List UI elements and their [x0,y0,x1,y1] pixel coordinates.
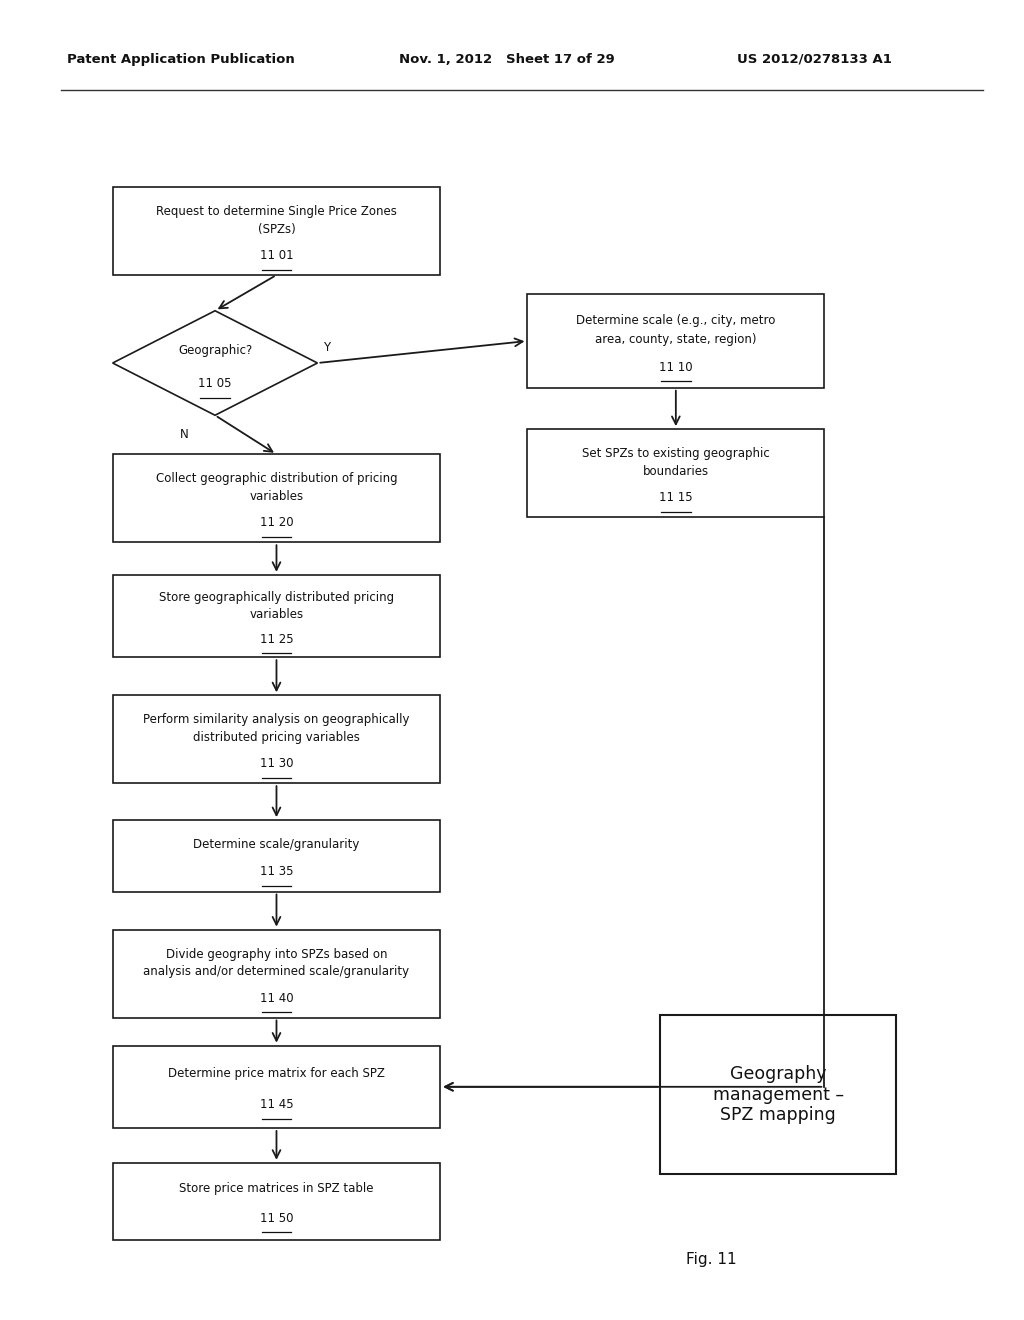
Text: 11 05: 11 05 [199,378,231,391]
Text: (SPZs): (SPZs) [258,223,295,236]
Bar [527,429,824,517]
Text: 11 50: 11 50 [260,1212,293,1225]
Text: 11 40: 11 40 [260,991,293,1005]
Text: 11 10: 11 10 [659,360,692,374]
Text: 11 15: 11 15 [659,491,692,504]
Text: Determine price matrix for each SPZ: Determine price matrix for each SPZ [168,1067,385,1080]
Text: Divide geography into SPZs based on: Divide geography into SPZs based on [166,948,387,961]
Text: Geographic?: Geographic? [178,345,252,356]
Text: variables: variables [250,607,303,620]
Bar [113,929,440,1018]
Bar [113,187,440,275]
Text: Fig. 11: Fig. 11 [686,1251,737,1267]
Polygon shape [113,310,317,416]
Text: area, county, state, region): area, county, state, region) [595,333,757,346]
Text: 11 01: 11 01 [260,249,293,263]
Text: distributed pricing variables: distributed pricing variables [194,731,359,744]
Text: boundaries: boundaries [643,465,709,478]
Bar [113,574,440,657]
Text: Collect geographic distribution of pricing: Collect geographic distribution of prici… [156,473,397,486]
Text: Determine scale/granularity: Determine scale/granularity [194,838,359,851]
Text: US 2012/0278133 A1: US 2012/0278133 A1 [737,53,892,66]
Text: Geography
management –
SPZ mapping: Geography management – SPZ mapping [713,1065,844,1125]
Text: analysis and/or determined scale/granularity: analysis and/or determined scale/granula… [143,965,410,978]
Bar [527,294,824,388]
Bar [113,1163,440,1239]
Bar [113,820,440,891]
Text: Request to determine Single Price Zones: Request to determine Single Price Zones [156,205,397,218]
Text: 11 25: 11 25 [260,632,293,645]
Text: Patent Application Publication: Patent Application Publication [67,53,294,66]
Text: Store price matrices in SPZ table: Store price matrices in SPZ table [179,1183,374,1196]
Text: Store geographically distributed pricing: Store geographically distributed pricing [159,591,394,605]
Bar [113,696,440,783]
Bar [660,1015,896,1175]
Text: Set SPZs to existing geographic: Set SPZs to existing geographic [582,447,770,461]
Text: 11 35: 11 35 [260,865,293,878]
Text: Y: Y [323,341,330,354]
Text: Perform similarity analysis on geographically: Perform similarity analysis on geographi… [143,713,410,726]
Bar [113,1045,440,1129]
Text: variables: variables [250,490,303,503]
Text: Determine scale (e.g., city, metro: Determine scale (e.g., city, metro [577,314,775,327]
Text: 11 20: 11 20 [260,516,293,529]
Text: 11 45: 11 45 [260,1098,293,1111]
Text: N: N [180,428,188,441]
Text: Nov. 1, 2012   Sheet 17 of 29: Nov. 1, 2012 Sheet 17 of 29 [399,53,615,66]
Text: 11 30: 11 30 [260,758,293,771]
Bar [113,454,440,543]
